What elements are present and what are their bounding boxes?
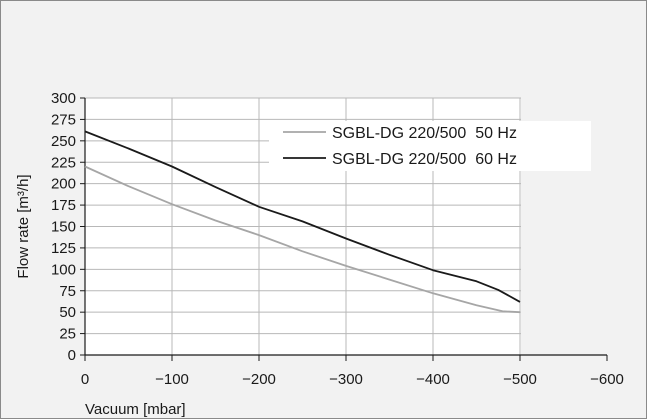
legend: SGBL-DG 220/500 50 Hz SGBL-DG 220/500 60… (269, 121, 591, 171)
y-tick-label: 25 (59, 326, 76, 343)
y-tick-label: 125 (51, 240, 76, 257)
axes: 0 25 50 75 100 125 150 175 200 225 250 275 300 0 −100 −… (51, 90, 624, 388)
y-tick-label: 75 (59, 283, 76, 300)
y-tick-label: 275 (51, 111, 76, 128)
y-tick-label: 250 (51, 133, 76, 150)
series-line-50hz (84, 165, 521, 314)
y-tick-label: 100 (51, 261, 76, 278)
y-tick-label: 200 (51, 176, 76, 193)
series-line-60hz (84, 130, 521, 303)
x-tick-label: −600 (590, 371, 624, 388)
legend-label-60hz: SGBL-DG 220/500 60 Hz (332, 151, 517, 168)
x-tick-label: −200 (242, 371, 276, 388)
x-tick-label: 0 (81, 371, 89, 388)
x-axis-title: Vacuum [mbar] (85, 401, 186, 418)
legend-background (269, 121, 591, 171)
y-tick-label: 150 (51, 219, 76, 236)
y-tick-label: 0 (68, 347, 76, 364)
y-tick-label: 50 (59, 304, 76, 321)
x-tick-label: −100 (155, 371, 189, 388)
x-tick-label: −400 (416, 371, 450, 388)
y-axis-title: Flow rate [m³/h] (15, 174, 32, 278)
series-layer (84, 130, 521, 314)
x-tick-label: −500 (503, 371, 537, 388)
x-tick-label: −300 (329, 371, 363, 388)
y-tick-label: 300 (51, 90, 76, 107)
y-tick-label: 225 (51, 154, 76, 171)
y-tick-label: 175 (51, 197, 76, 214)
legend-label-50hz: SGBL-DG 220/500 50 Hz (332, 125, 517, 142)
